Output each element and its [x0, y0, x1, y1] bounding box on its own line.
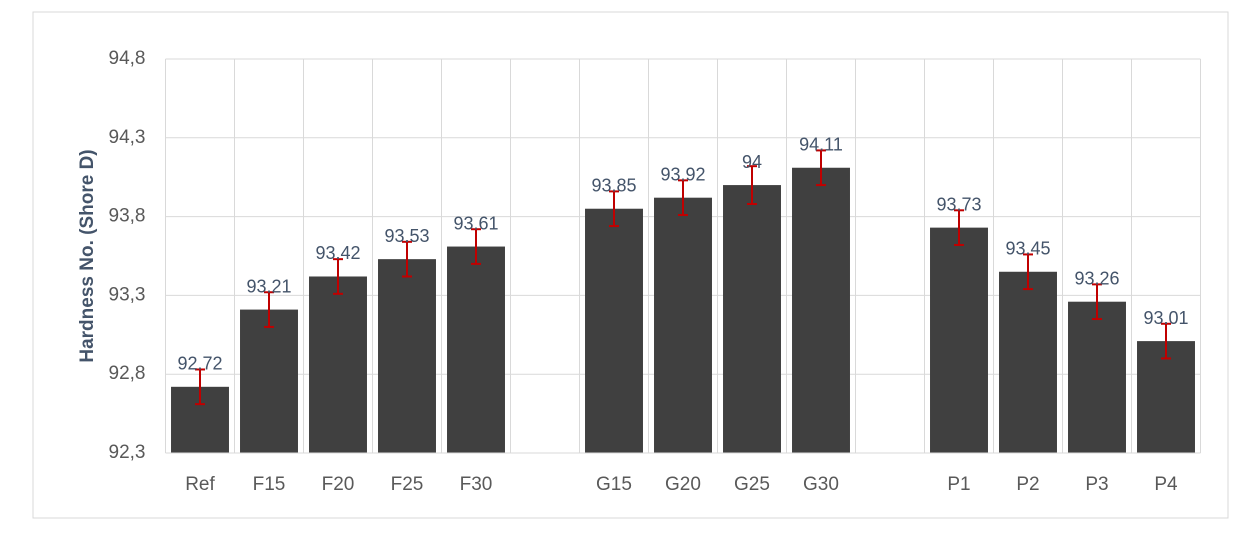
y-tick-label: 93,3	[109, 284, 146, 305]
error-bar	[1092, 283, 1102, 321]
bar	[792, 167, 850, 453]
x-tick-label: F25	[391, 474, 424, 495]
data-label: 93.01	[1143, 308, 1188, 328]
bar	[378, 259, 436, 453]
error-bar	[195, 368, 205, 406]
bar	[1068, 301, 1126, 453]
x-tick-label: G25	[734, 474, 770, 495]
data-label: 94	[742, 152, 762, 172]
x-tick-label: Ref	[185, 474, 215, 495]
data-label: 93.45	[1005, 239, 1050, 259]
error-bar	[816, 149, 826, 187]
data-label: 93.26	[1074, 268, 1119, 288]
data-label: 93.73	[936, 194, 981, 214]
x-tick-label: P2	[1016, 474, 1039, 495]
data-label: 94.11	[799, 134, 843, 154]
error-bar	[678, 179, 688, 217]
x-tick-label: F15	[253, 474, 286, 495]
error-bar	[471, 228, 481, 265]
error-bar	[1161, 322, 1171, 360]
error-bar	[609, 190, 619, 228]
bar	[999, 271, 1057, 453]
error-bar	[1023, 253, 1033, 291]
data-label: 93.21	[246, 276, 291, 296]
bar	[654, 197, 712, 453]
data-label: 93.42	[315, 243, 360, 263]
x-tick-label: F30	[460, 474, 493, 495]
y-tick-label: 93,8	[109, 206, 146, 227]
x-tick-label: G15	[596, 474, 632, 495]
bar	[240, 309, 298, 453]
x-tick-label: P1	[947, 474, 970, 495]
x-tick-label: G20	[665, 474, 701, 495]
bar	[585, 208, 643, 453]
y-tick-label: 92,8	[109, 363, 146, 384]
data-label: 93.53	[384, 226, 429, 246]
x-tick-label: P4	[1154, 474, 1178, 495]
x-tick-label: P3	[1085, 474, 1108, 495]
bar	[1137, 341, 1195, 453]
error-bar	[954, 209, 964, 246]
error-bar	[333, 258, 343, 295]
bar	[930, 227, 988, 453]
bar	[447, 246, 505, 453]
data-label: 93.85	[591, 175, 636, 195]
error-bar	[264, 291, 274, 328]
y-axis-title: Hardness No. (Shore D)	[77, 149, 98, 362]
data-label: 93.92	[660, 164, 705, 184]
y-tick-label: 94,8	[109, 48, 146, 69]
y-tick-label: 92,3	[109, 442, 146, 463]
data-label: 92.72	[177, 354, 222, 374]
y-tick-label: 94,3	[109, 127, 146, 148]
x-tick-label: F20	[322, 474, 355, 495]
bar	[309, 276, 367, 453]
error-bar	[402, 240, 412, 278]
data-label: 93.61	[453, 213, 498, 233]
error-bar	[747, 165, 757, 205]
x-tick-label: G30	[803, 474, 839, 495]
bar	[723, 185, 781, 453]
